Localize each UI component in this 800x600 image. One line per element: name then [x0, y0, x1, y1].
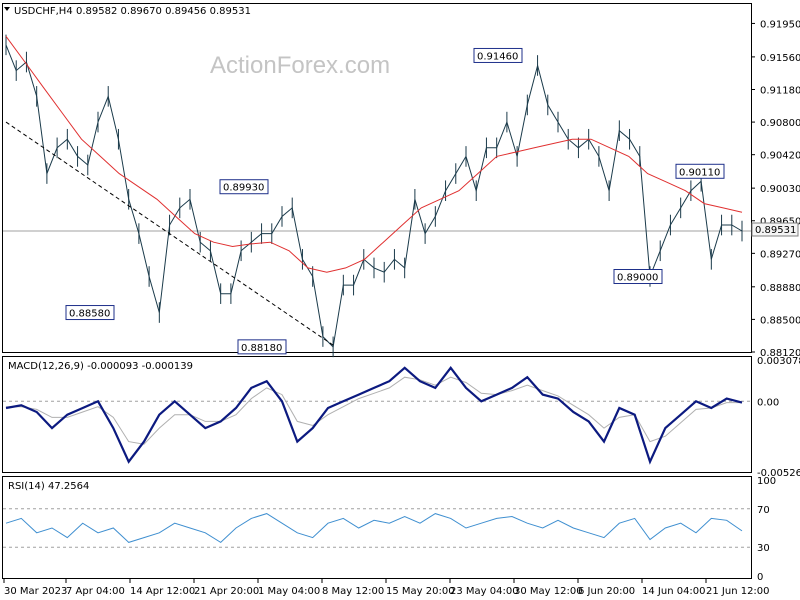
macd-axis: 0.003078 0.00 -0.005268: [757, 356, 800, 479]
time-tick-label: 21 Jun 12:00: [706, 586, 770, 597]
macd-signal-line: [6, 376, 742, 445]
annotation-box: 0.88580: [65, 305, 115, 321]
macd-panel-frame: [2, 356, 752, 473]
price-series: [5, 34, 743, 358]
annotation-label: 0.89000: [617, 273, 658, 284]
annotation-frame: [237, 339, 287, 355]
chart-ohlc: 0.89582 0.89670 0.89456 0.89531: [76, 6, 251, 17]
time-tick-label: 21 Apr 20:00: [194, 586, 259, 597]
rsi-title: RSI(14) 47.2564: [8, 481, 89, 492]
annotation-label: 0.88580: [69, 309, 110, 320]
annotation-box: 0.91460: [473, 47, 523, 63]
rsi-panel-frame: [2, 476, 752, 579]
time-tick-label: 6 Jun 20:00: [578, 586, 635, 597]
annotation-box: 0.88180: [237, 339, 287, 355]
trendline-layer: [5, 121, 334, 346]
dropdown-triangle-icon[interactable]: [4, 7, 10, 11]
annotation-label: 0.91460: [477, 51, 518, 62]
annotation-box: 0.89930: [219, 179, 269, 195]
price-axis: 0.91950 0.91560 0.91180 0.90800 0.90420 0.900…: [751, 19, 800, 359]
moving-average-series: [5, 36, 743, 273]
price-tick-label: 0.91560: [760, 53, 800, 64]
annotation-box: 0.90110: [675, 163, 725, 179]
macd-tick-label: 0.00: [757, 397, 779, 408]
trendline: [5, 121, 334, 346]
price-tick-label: 0.88880: [760, 283, 800, 294]
price-tick-label: 0.89270: [760, 249, 800, 260]
time-tick-label: 23 May 04:00: [450, 586, 519, 597]
time-tick-label: 15 May 20:00: [386, 586, 455, 597]
annotation-label: 0.89930: [223, 183, 264, 194]
annotation-label: 0.88180: [241, 343, 282, 354]
annotation-frame: [675, 163, 725, 179]
time-tick-label: 7 Apr 04:00: [66, 586, 125, 597]
watermark: ActionForex.com: [210, 52, 390, 79]
rsi-axis: 100 70 30 0: [757, 476, 776, 583]
rsi-tick-label: 30: [757, 543, 770, 554]
annotation-frame: [65, 305, 115, 321]
time-tick-label: 14 Apr 12:00: [130, 586, 195, 597]
time-tick-label: 30 May 12:00: [514, 586, 583, 597]
price-tick-label: 0.88500: [760, 315, 800, 326]
annotation-label: 0.90110: [679, 167, 720, 178]
rsi-tick-label: 0: [757, 572, 763, 583]
time-tick-label: 1 May 04:00: [258, 586, 320, 597]
macd-line: [5, 365, 743, 465]
annotation-frame: [219, 179, 269, 195]
chart-symbol: USDCHF,H4: [14, 6, 73, 17]
rsi-series: [3, 508, 751, 548]
current-price-marker: 0.89531: [751, 222, 799, 237]
price-tick-label: 0.91180: [760, 85, 800, 96]
macd-title: MACD(12,26,9) -0.000093 -0.000139: [8, 361, 193, 372]
price-tick-label: 0.90030: [760, 184, 800, 195]
price-line: [5, 44, 743, 348]
annotation-frame: [473, 47, 523, 63]
price-tick-label: 0.91950: [760, 19, 800, 30]
rsi-tick-label: 100: [757, 476, 776, 487]
macd-tick-label: 0.003078: [757, 356, 800, 367]
time-tick-label: 8 May 12:00: [322, 586, 384, 597]
price-tick-label: 0.89650: [760, 217, 800, 228]
current-price-label: 0.89531: [755, 225, 796, 236]
macd-tick-label: -0.005268: [757, 468, 800, 479]
macd-series: [3, 365, 751, 465]
time-tick-label: 14 Jun 04:00: [642, 586, 706, 597]
price-tick-label: 0.88120: [760, 348, 800, 359]
time-tick-label: 30 Mar 2023: [4, 586, 67, 597]
rsi-line: [5, 513, 743, 544]
annotation-frame: [613, 269, 663, 285]
ma-line: [5, 36, 743, 273]
annotation-layer: 0.89930 0.88580 0.88180 0.91460 0.90110 0.890…: [65, 47, 725, 355]
rsi-tick-label: 70: [757, 505, 770, 516]
price-tick-label: 0.90420: [760, 151, 800, 162]
price-panel-frame: [2, 3, 752, 353]
price-tick-label: 0.90800: [760, 118, 800, 129]
annotation-box: 0.89000: [613, 269, 663, 285]
